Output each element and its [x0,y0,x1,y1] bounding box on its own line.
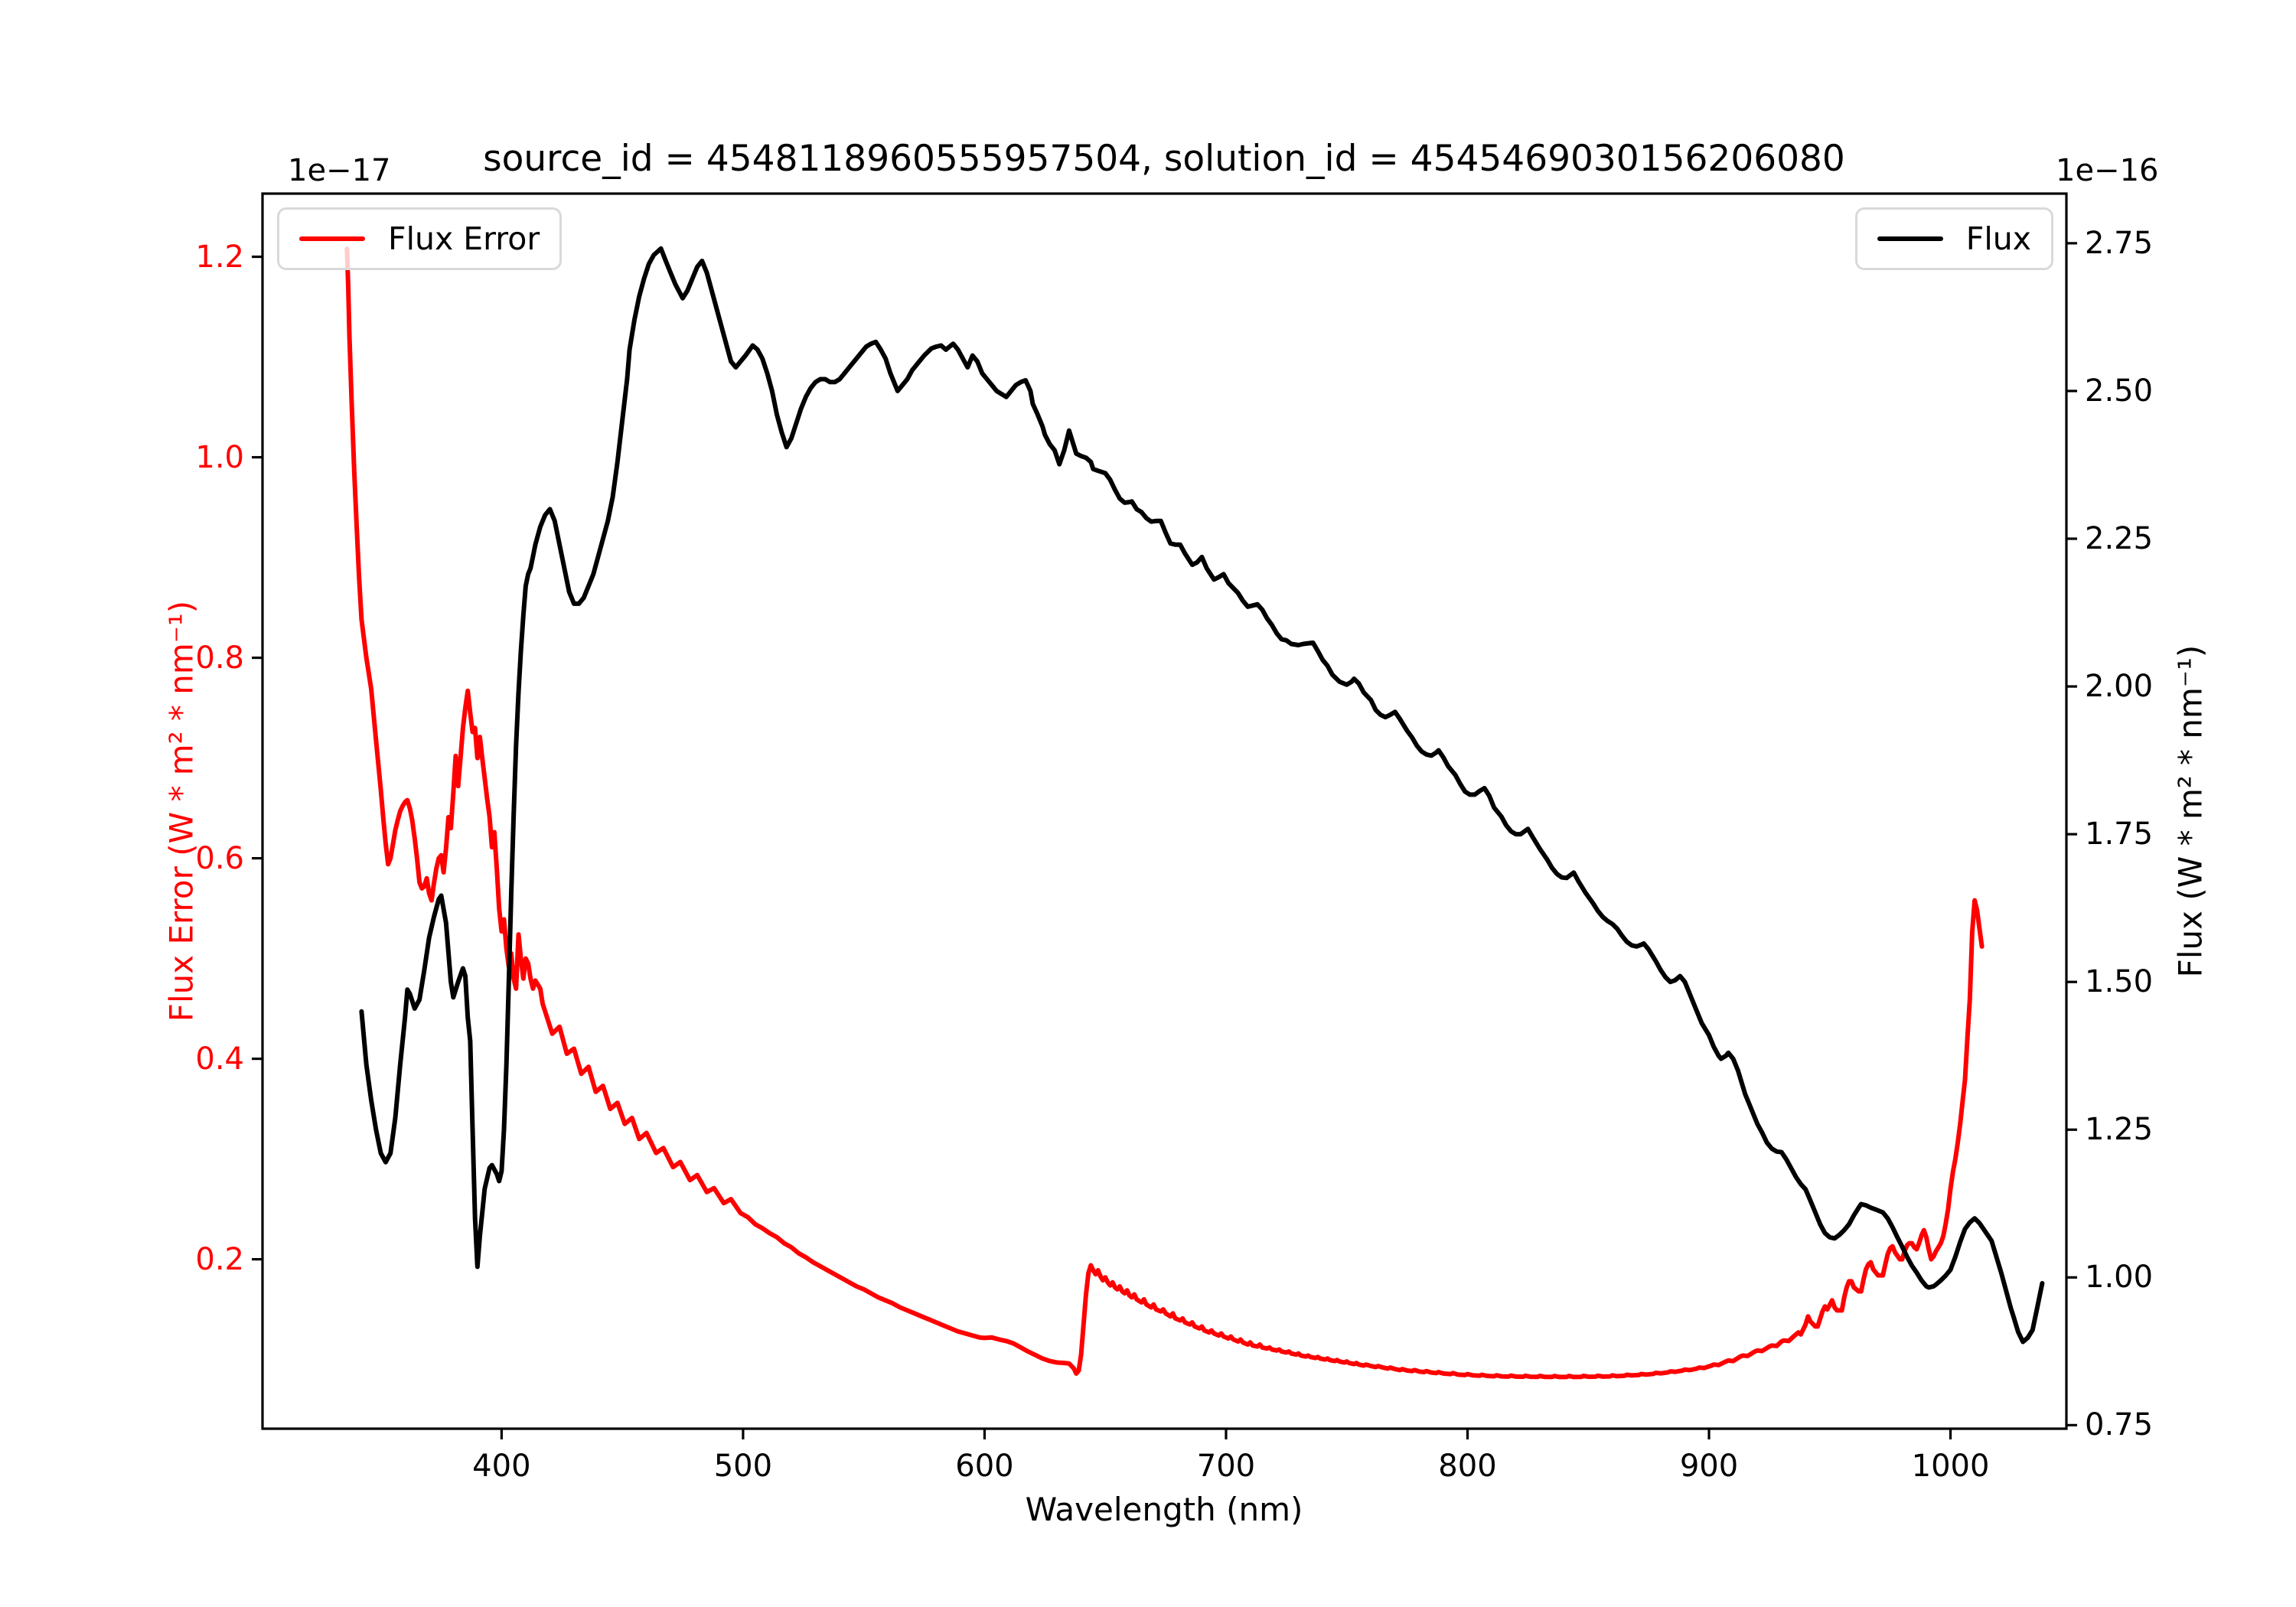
right-y-tick-label: 1.25 [2085,1112,2154,1148]
left-y-axis-label: Flux Error (W * m² * nm⁻¹) [162,600,201,1022]
right-y-tick-label: 1.00 [2085,1260,2154,1296]
legend-flux-error-label: Flux Error [388,220,540,257]
right-y-tick-label: 2.00 [2085,669,2154,705]
left-axis-offset-label: 1e−17 [288,153,391,188]
right-y-tick-label: 2.50 [2085,373,2154,409]
right-y-axis-label: Flux (W * m² * nm⁻¹) [2171,644,2210,978]
x-tick-label: 500 [713,1449,773,1484]
left-y-tick-label: 0.6 [195,840,244,876]
x-tick-label: 900 [1679,1449,1739,1484]
flux-line-sample [1877,236,1943,241]
x-tick-label: 700 [1196,1449,1256,1484]
x-tick-label: 600 [955,1449,1014,1484]
left-y-tick-label: 1.2 [195,239,244,275]
left-y-tick-label: 0.8 [195,640,244,676]
left-y-tick-label: 0.2 [195,1241,244,1277]
legend-flux-label: Flux [1965,220,2031,257]
page-title: source_id = 4548118960555957504, solutio… [483,138,1845,180]
legend-flux-error: Flux Error [277,207,563,270]
legend-flux: Flux [1854,207,2053,270]
right-y-tick-label: 1.75 [2085,817,2154,852]
right-axis-offset-label: 1e−16 [2056,153,2159,188]
x-tick-label: 400 [472,1449,531,1484]
x-tick-label: 800 [1438,1449,1497,1484]
left-y-tick-label: 1.0 [195,439,244,475]
right-y-tick-label: 1.50 [2085,964,2154,1000]
right-y-tick-label: 2.25 [2085,520,2154,556]
x-tick-label: 1000 [1911,1449,1990,1484]
left-y-tick-label: 0.4 [195,1041,244,1077]
right-y-tick-label: 0.75 [2085,1407,2154,1443]
axes-spines [261,192,2068,1430]
series-line-flux [359,246,2045,1345]
x-axis-label: Wavelength (nm) [1025,1491,1303,1528]
series-line-flux-error [344,246,1985,1380]
flux-error-line-sample [299,236,365,241]
right-y-tick-label: 2.75 [2085,225,2154,261]
